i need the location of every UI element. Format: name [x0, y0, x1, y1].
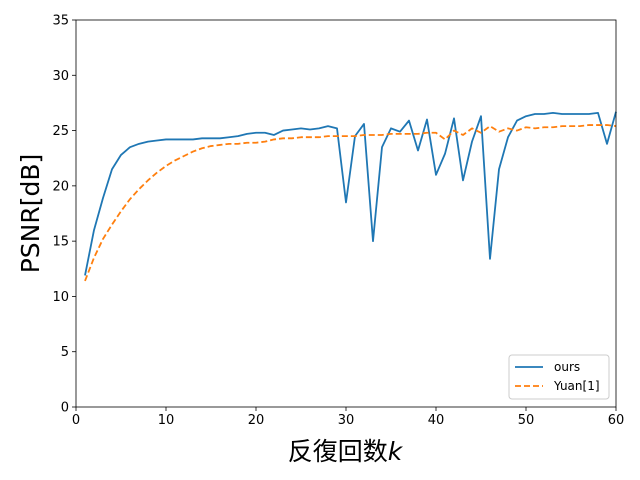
axis-ticks: 0 10 20 30 40 50 60 0 5 10 15 20 25 30 35 [52, 14, 624, 429]
x-tick-label: 0 [72, 413, 80, 428]
legend-label-ours: ours [554, 360, 580, 374]
y-tick-label: 20 [52, 179, 69, 194]
y-tick-label: 15 [52, 235, 69, 250]
x-tick-label: 50 [518, 413, 535, 428]
legend-label-yuan: Yuan[1] [553, 379, 600, 393]
y-tick-label: 0 [61, 401, 69, 416]
y-axis-label: PSNR[dB] [16, 154, 45, 274]
y-tick-label: 5 [61, 345, 69, 360]
plot-lines [84, 111, 617, 282]
x-tick-label: 40 [428, 413, 445, 428]
plot-frame [75, 19, 617, 408]
legend: ours Yuan[1] [508, 354, 610, 400]
legend-box [508, 354, 610, 400]
x-tick-label: 20 [248, 413, 265, 428]
series-line-ours [84, 111, 617, 276]
y-tick-label: 35 [52, 14, 69, 29]
x-tick-label: 30 [338, 413, 355, 428]
x-tick-label: 10 [158, 413, 175, 428]
y-tick-label: 30 [52, 69, 69, 84]
x-tick-label: 60 [608, 413, 625, 428]
x-axis-label-variable: k [388, 437, 404, 466]
y-tick-label: 25 [52, 124, 69, 139]
series-line-yuan [84, 124, 617, 282]
y-tick-label: 10 [52, 290, 69, 305]
x-axis-label: 反復回数k [288, 437, 404, 466]
x-axis-label-text: 反復回数 [288, 437, 388, 466]
